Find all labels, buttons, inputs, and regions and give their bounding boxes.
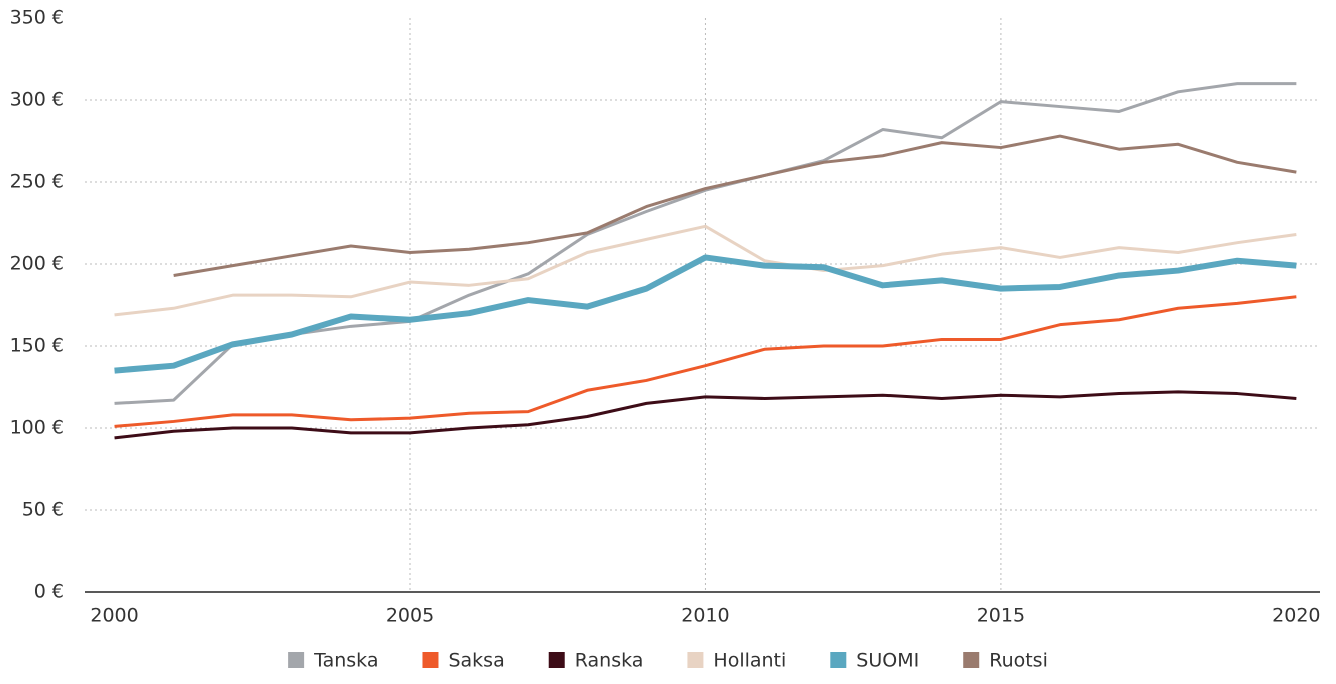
legend-swatch [422,652,439,668]
x-tick-label: 2020 [1272,605,1320,627]
legend-label: Hollanti [713,650,786,672]
y-tick-label: 250 € [10,171,64,193]
legend-label: SUOMI [856,650,919,672]
legend-swatch [548,652,565,668]
legend-label: Tanska [313,650,378,672]
x-tick-label: 2005 [386,605,434,627]
x-tick-label: 2010 [681,605,729,627]
y-tick-label: 50 € [22,499,64,521]
x-tick-label: 2000 [90,605,138,627]
y-tick-label: 200 € [10,253,64,275]
y-tick-label: 0 € [34,581,64,603]
legend-label: Ranska [575,650,644,672]
legend-label: Saksa [448,650,504,672]
y-tick-label: 150 € [10,335,64,357]
x-tick-label: 2015 [977,605,1025,627]
line-series [114,224,1297,317]
line-series [114,295,1297,428]
line-series [114,254,1297,374]
line-series [114,390,1297,440]
y-tick-label: 350 € [10,7,64,29]
legend-swatch [687,652,704,668]
legend-swatch [830,652,847,668]
legend-label: Ruotsi [989,650,1048,672]
line-series [114,82,1297,405]
legend-swatch [288,652,305,668]
y-tick-label: 300 € [10,89,64,111]
legend-swatch [963,652,980,668]
y-tick-label: 100 € [10,417,64,439]
line-series [173,134,1297,277]
